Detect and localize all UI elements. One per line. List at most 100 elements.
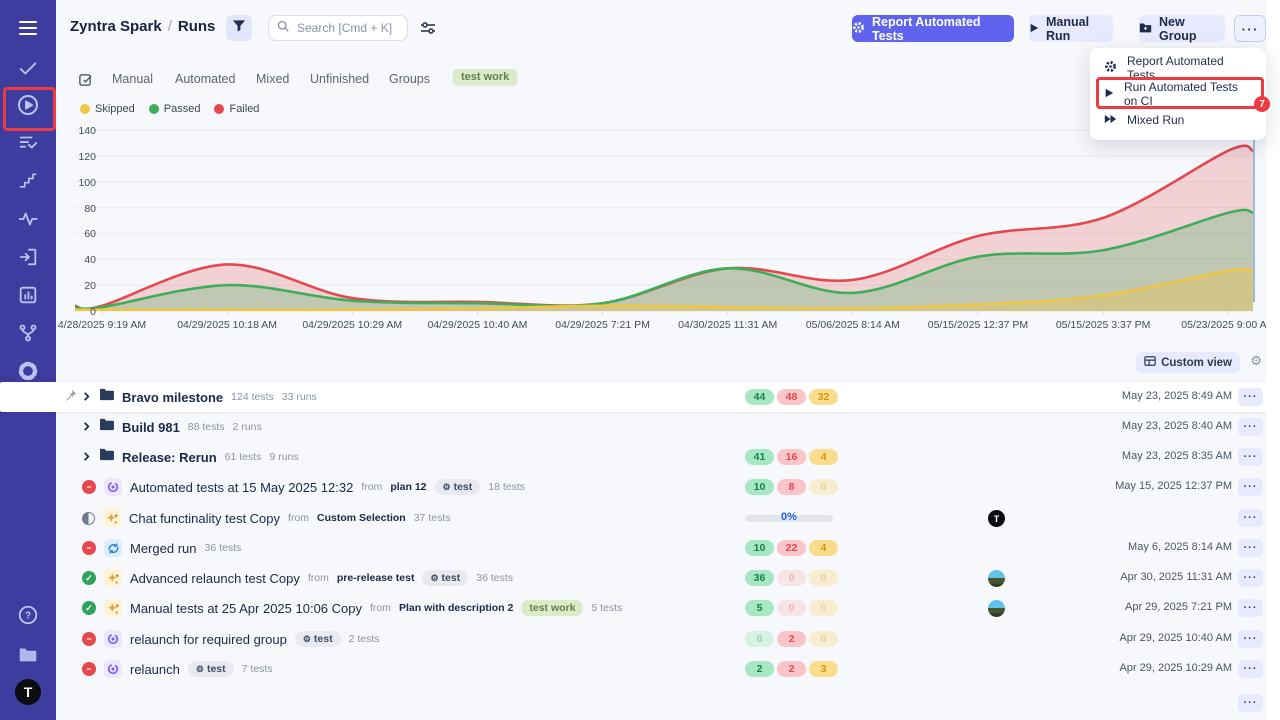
search-icon: [277, 19, 289, 37]
tab-unfinished[interactable]: Unfinished: [310, 72, 370, 86]
badge-failed: 0: [777, 600, 806, 616]
tab-groups[interactable]: Groups: [389, 72, 430, 86]
sparkle-run-icon: [103, 509, 121, 527]
group-row[interactable]: Bravo milestone 124 tests 33 runs 44 48 32 May…: [0, 382, 1280, 412]
group-name[interactable]: Release: Rerun: [122, 449, 217, 465]
row-more-button[interactable]: ···: [1238, 509, 1263, 527]
run-row[interactable]: ✓ Manual tests at 25 Apr 2025 10:06 Copy f…: [0, 593, 1280, 623]
status-passed-icon: ✓: [82, 601, 96, 615]
menu-item-run-automated-tests-on-ci[interactable]: Run Automated Tests on CI: [1090, 80, 1266, 108]
custom-view-button[interactable]: Custom view: [1136, 352, 1240, 373]
run-name[interactable]: Manual tests at 25 Apr 2025 10:06 Copy: [130, 600, 362, 616]
tab-mixed[interactable]: Mixed: [256, 72, 290, 86]
automated-run-icon: [104, 660, 122, 678]
tab-manual[interactable]: Manual: [112, 72, 153, 86]
expand-chevron-icon[interactable]: [82, 418, 91, 436]
run-tag[interactable]: test work: [521, 600, 584, 616]
badge-passed: 2: [745, 661, 774, 677]
status-failed-icon: −: [82, 541, 96, 555]
row-more-button[interactable]: ···: [1238, 418, 1263, 436]
legend-item[interactable]: Passed: [148, 103, 200, 115]
tag-filter-pill[interactable]: test work: [453, 69, 518, 85]
assignee-avatar[interactable]: [988, 600, 1005, 617]
assignee-avatar[interactable]: [988, 570, 1005, 587]
run-tag[interactable]: ⚙ test: [294, 631, 341, 647]
row-more-button[interactable]: ···: [1238, 539, 1263, 557]
run-date: Apr 30, 2025 11:31 AM: [1120, 571, 1232, 583]
pulse-icon[interactable]: [0, 201, 56, 237]
run-date: May 23, 2025 8:40 AM: [1121, 420, 1232, 432]
run-name[interactable]: relaunch: [130, 661, 180, 677]
run-name[interactable]: Advanced relaunch test Copy: [130, 570, 300, 586]
badge-passed: 5: [745, 600, 774, 616]
run-row[interactable]: − Merged run 36 tests 10 22 4 May 6, 2025 8:14…: [0, 533, 1280, 563]
steps-icon[interactable]: [0, 163, 56, 199]
y-tick-label: 20: [84, 280, 96, 293]
group-row[interactable]: Release: Rerun 61 tests 9 runs 41 16 4 May 23,…: [0, 442, 1280, 472]
badge-passed: 10: [745, 540, 774, 556]
settings-gear-icon[interactable]: [0, 353, 56, 389]
from-plan-name: pre-release test: [336, 572, 415, 584]
hamburger-menu-icon[interactable]: [0, 10, 56, 46]
sliders-icon[interactable]: [420, 20, 436, 41]
run-row[interactable]: − relaunch ⚙ test 7 tests 2 2 3 Apr 29, 2025 10:…: [0, 654, 1280, 684]
check-icon[interactable]: [0, 50, 56, 86]
filter-button[interactable]: [226, 15, 252, 41]
breadcrumb-project[interactable]: Zyntra Spark: [70, 18, 162, 35]
run-date: May 15, 2025 12:37 PM: [1115, 480, 1232, 492]
new-group-button[interactable]: New Group: [1139, 15, 1225, 43]
list-check-icon[interactable]: [0, 125, 56, 161]
report-automated-tests-button[interactable]: Report Automated Tests: [852, 15, 1014, 43]
legend-item[interactable]: Failed: [214, 103, 259, 115]
import-icon[interactable]: [0, 239, 56, 275]
bar-chart-icon[interactable]: [0, 277, 56, 313]
expand-chevron-icon[interactable]: [82, 448, 91, 466]
profile-logo[interactable]: T: [0, 674, 56, 710]
row-more-button[interactable]: ···: [1238, 478, 1263, 496]
run-tag[interactable]: ⚙ test: [187, 661, 234, 677]
assignee-avatar[interactable]: T: [988, 510, 1005, 527]
row-more-button[interactable]: ···: [1238, 448, 1263, 466]
run-name[interactable]: Automated tests at 15 May 2025 12:32: [130, 479, 354, 495]
select-runs-icon[interactable]: [78, 70, 93, 88]
row-more-button[interactable]: ···: [1238, 569, 1263, 587]
run-tag[interactable]: ⚙ test: [434, 479, 481, 495]
group-row[interactable]: Build 981 88 tests 2 runs May 23, 2025 8:40…: [0, 412, 1280, 442]
runs-play-circle-icon[interactable]: [0, 87, 56, 123]
run-name[interactable]: Merged run: [130, 540, 197, 556]
run-name[interactable]: Chat functinality test Copy: [129, 510, 281, 526]
run-row[interactable]: Chat functinality test Copy from Custom Se…: [0, 503, 1280, 533]
run-row[interactable]: − relaunch for required group ⚙ test 2 tests…: [0, 624, 1280, 654]
run-tag[interactable]: ⚙ test: [422, 570, 469, 586]
projects-folder-icon[interactable]: [0, 636, 56, 672]
gear-spark-icon: [1104, 60, 1117, 76]
row-more-button[interactable]: ···: [1238, 388, 1263, 406]
search-input[interactable]: [295, 20, 399, 36]
group-name[interactable]: Build 981: [122, 419, 180, 435]
tab-automated[interactable]: Automated: [175, 72, 236, 86]
row-more-button[interactable]: ···: [1238, 630, 1263, 648]
expand-chevron-icon[interactable]: [82, 388, 91, 406]
search-box[interactable]: [268, 15, 408, 41]
from-label: from: [307, 572, 329, 584]
menu-item-mixed-run[interactable]: Mixed Run: [1090, 107, 1266, 133]
header-more-button[interactable]: ···: [1234, 15, 1266, 42]
tests-count: 37 tests: [413, 512, 451, 524]
group-name[interactable]: Bravo milestone: [122, 389, 224, 405]
legend-item[interactable]: Skipped: [80, 103, 135, 115]
row-more-button-partial[interactable]: ···: [1238, 694, 1263, 712]
table-settings-gear-icon[interactable]: ⚙: [1250, 353, 1262, 368]
badge-skipped: 3: [809, 661, 838, 677]
pin-icon: [64, 389, 77, 407]
run-row[interactable]: ✓ Advanced relaunch test Copy from pre-rele…: [0, 563, 1280, 593]
scrollbar-strip[interactable]: [1266, 0, 1280, 720]
row-more-button[interactable]: ···: [1238, 660, 1263, 678]
run-name[interactable]: relaunch for required group: [130, 631, 287, 647]
automated-run-icon: [104, 630, 122, 648]
run-row[interactable]: − Automated tests at 15 May 2025 12:32 fro…: [0, 472, 1280, 502]
help-icon[interactable]: ?: [0, 597, 56, 633]
row-more-button[interactable]: ···: [1238, 599, 1263, 617]
branch-icon[interactable]: [0, 315, 56, 351]
manual-run-button[interactable]: Manual Run: [1029, 15, 1113, 43]
menu-item-report-automated-tests[interactable]: Report Automated Tests: [1090, 54, 1266, 82]
